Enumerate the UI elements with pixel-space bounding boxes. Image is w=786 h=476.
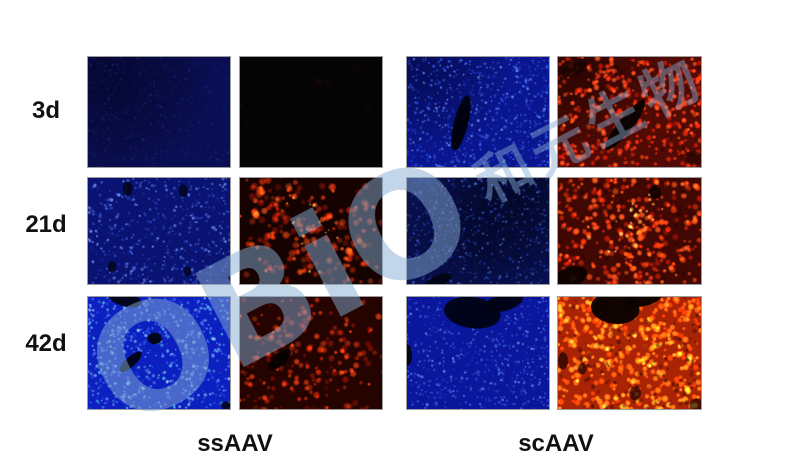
group-label-ssaav: ssAAV	[197, 430, 273, 457]
micrograph-3d-ssaav-blue	[87, 56, 231, 168]
micrograph-3d-ssaav-red	[239, 56, 383, 168]
row-label-3d: 3d	[31, 97, 60, 124]
micrograph-42d-ssaav-blue	[87, 296, 231, 410]
row-label-21d: 21d	[25, 211, 67, 238]
micrograph-42d-ssaav-red	[239, 296, 383, 410]
micrograph-3d-scaav-blue	[406, 56, 550, 168]
micrograph-21d-scaav-blue	[406, 177, 550, 285]
micrograph-3d-scaav-red	[557, 56, 702, 168]
micrograph-42d-scaav-red	[557, 296, 702, 410]
micrograph-42d-scaav-blue	[406, 296, 550, 410]
micrograph-21d-ssaav-blue	[87, 177, 231, 285]
micrograph-21d-scaav-red	[557, 177, 702, 285]
group-label-scaav: scAAV	[518, 430, 594, 457]
micrograph-21d-ssaav-red	[239, 177, 383, 285]
row-label-42d: 42d	[25, 330, 67, 357]
